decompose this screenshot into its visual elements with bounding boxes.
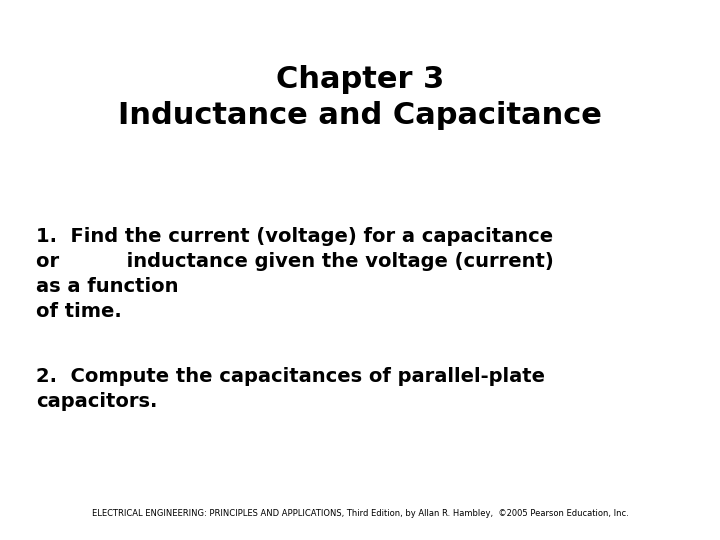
- Text: 2.  Compute the capacitances of parallel-plate
capacitors.: 2. Compute the capacitances of parallel-…: [36, 367, 545, 411]
- Text: Chapter 3
Inductance and Capacitance: Chapter 3 Inductance and Capacitance: [118, 65, 602, 130]
- Text: 1.  Find the current (voltage) for a capacitance
or          inductance given th: 1. Find the current (voltage) for a capa…: [36, 227, 554, 321]
- Text: ELECTRICAL ENGINEERING: PRINCIPLES AND APPLICATIONS, Third Edition, by Allan R. : ELECTRICAL ENGINEERING: PRINCIPLES AND A…: [91, 509, 629, 518]
